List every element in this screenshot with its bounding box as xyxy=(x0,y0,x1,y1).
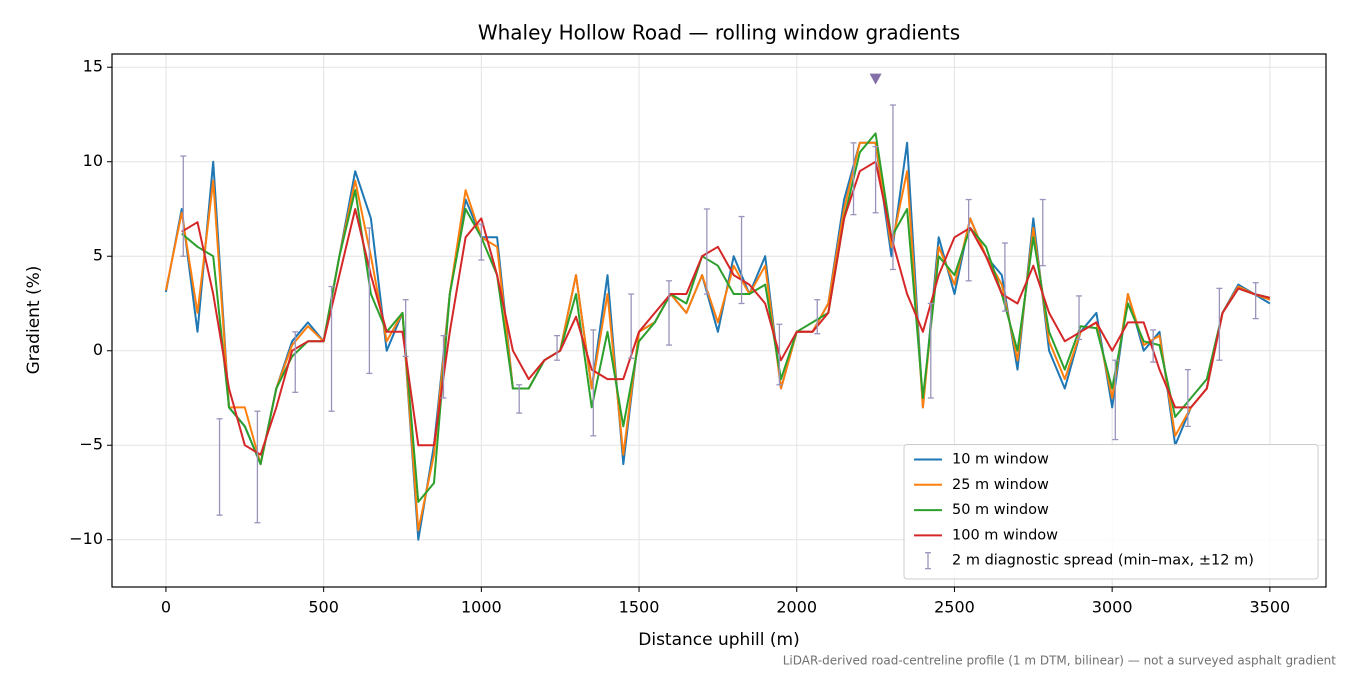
legend-label: 50 m window xyxy=(952,502,1049,518)
error-bar xyxy=(776,323,783,386)
error-bar xyxy=(738,215,745,305)
series-line xyxy=(181,160,1271,456)
error-bar xyxy=(254,410,261,524)
error-bar xyxy=(666,280,673,346)
legend-label: 100 m window xyxy=(952,527,1058,543)
error-bar xyxy=(440,334,447,399)
legend-label: 10 m window xyxy=(952,452,1049,468)
error-bar xyxy=(402,299,409,358)
peak-marker xyxy=(869,73,882,85)
error-bar xyxy=(478,223,485,261)
error-bar xyxy=(850,142,857,216)
y-tick-label: 5 xyxy=(93,246,103,265)
x-tick-label: 3000 xyxy=(1092,598,1133,617)
error-bar xyxy=(292,331,299,393)
error-bar xyxy=(516,384,523,414)
legend-label: 2 m diagnostic spread (min–max, ±12 m) xyxy=(952,553,1254,569)
error-bar xyxy=(1001,242,1008,312)
legend-box xyxy=(903,444,1319,580)
x-tick-label: 2000 xyxy=(776,598,817,617)
error-bar xyxy=(1112,359,1119,441)
y-axis-label: Gradient (%) xyxy=(24,266,44,375)
x-tick-label: 0 xyxy=(161,598,171,617)
x-tick-label: 2500 xyxy=(934,598,975,617)
y-tick-label: 15 xyxy=(83,57,103,76)
error-bar xyxy=(590,329,597,437)
error-bar xyxy=(1150,329,1157,363)
error-bar xyxy=(1076,295,1083,341)
error-bar xyxy=(1252,282,1259,320)
x-axis-label: Distance uphill (m) xyxy=(638,630,799,650)
error-bar xyxy=(965,198,972,282)
x-tick-label: 3500 xyxy=(1249,598,1290,617)
x-tick-label: 1000 xyxy=(461,598,502,617)
series-line xyxy=(164,141,1271,541)
x-tick-label: 1500 xyxy=(619,598,660,617)
y-tick-label: −10 xyxy=(69,529,103,548)
chart-title: Whaley Hollow Road — rolling window grad… xyxy=(478,21,960,45)
error-bar xyxy=(1184,368,1191,427)
error-bar xyxy=(1216,287,1223,361)
y-tick-label: 0 xyxy=(93,340,103,359)
footnote: LiDAR-derived road-centreline profile (1… xyxy=(783,654,1337,668)
error-bar xyxy=(927,302,934,399)
y-tick-label: 10 xyxy=(83,151,103,170)
error-bar xyxy=(366,227,373,375)
x-tick-label: 500 xyxy=(308,598,339,617)
error-bar xyxy=(216,418,223,516)
error-bar xyxy=(628,293,635,359)
legend-label: 25 m window xyxy=(952,477,1049,493)
error-bar xyxy=(180,155,187,257)
error-bar xyxy=(814,299,821,335)
error-bar xyxy=(554,334,561,361)
error-bar xyxy=(889,104,896,271)
plot-frame xyxy=(111,53,1327,588)
error-bar xyxy=(872,145,879,214)
y-tick-label: −5 xyxy=(79,435,103,454)
error-bar xyxy=(328,285,335,412)
error-bar xyxy=(1039,198,1046,267)
error-bar xyxy=(703,208,710,295)
